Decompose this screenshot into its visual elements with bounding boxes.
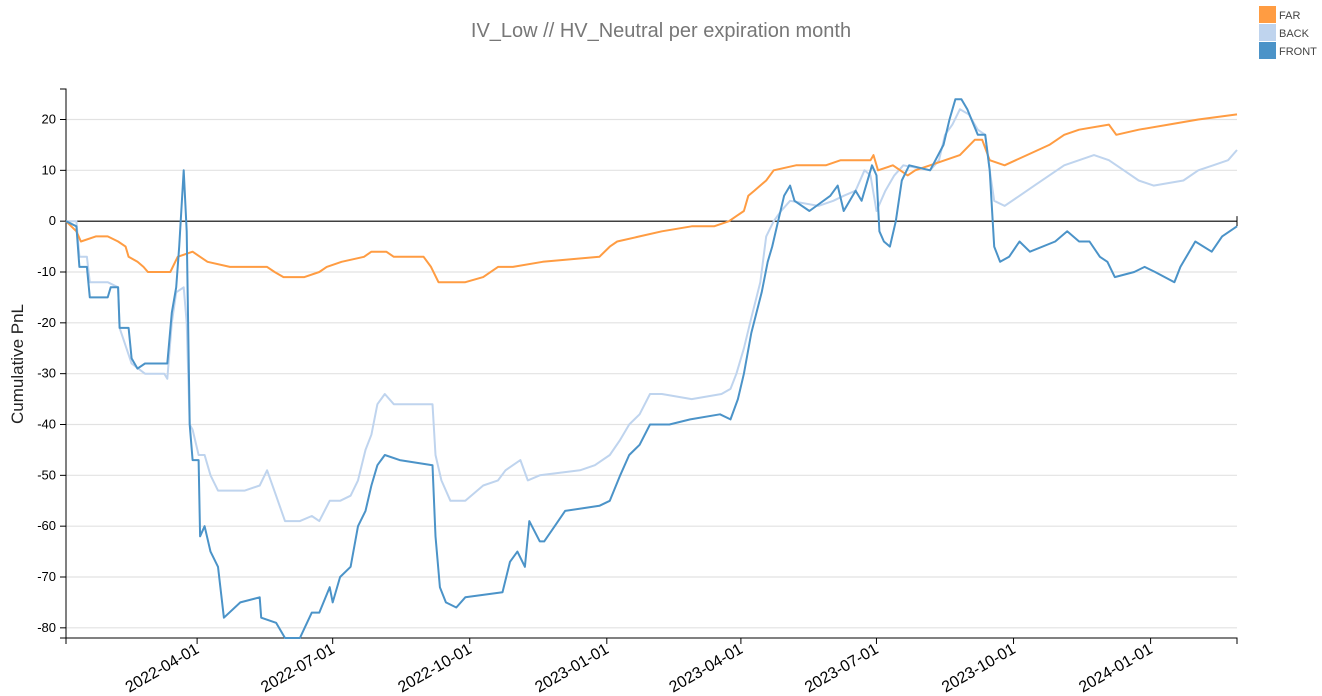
y-tick-label: -30 (37, 366, 56, 381)
y-tick-label: -20 (37, 315, 56, 330)
legend-label-back: BACK (1279, 28, 1310, 40)
y-axis: 20 10 0 -10 -20 -30 -40 -50 -60 -70 -80 (37, 88, 67, 639)
x-tick-label: 2023-10-01 (939, 641, 1018, 696)
y-tick-label: -40 (37, 417, 56, 432)
y-axis-label: Cumulative PnL (8, 304, 27, 424)
x-tick-label: 2023-07-01 (802, 641, 881, 696)
y-tick-label: 20 (42, 112, 56, 127)
legend-swatch-back (1259, 24, 1276, 41)
x-tick-label: 2022-10-01 (395, 641, 474, 696)
legend: FAR BACK FRONT (1259, 6, 1317, 59)
y-tick-label: -60 (37, 518, 56, 533)
series-line-far (65, 113, 1238, 284)
y-tick-label: -10 (37, 264, 56, 279)
series-line-front (65, 98, 1238, 639)
y-tick-label: -50 (37, 467, 56, 482)
x-tick-label: 2023-04-01 (667, 641, 746, 696)
gridlines (66, 118, 1237, 629)
legend-label-front: FRONT (1279, 46, 1317, 58)
x-tick-label: 2024-01-01 (1076, 641, 1155, 696)
x-tick-label: 2022-07-01 (258, 641, 337, 696)
y-axis-line (60, 88, 67, 639)
x-tick-label: 2022-04-01 (123, 641, 202, 696)
x-axis-line (65, 637, 1238, 644)
x-tick-label: 2023-01-01 (532, 641, 611, 696)
legend-swatch-far (1259, 6, 1276, 23)
series-lines (65, 98, 1238, 639)
y-tick-label: 0 (49, 213, 56, 228)
x-axis: 2022-04-01 2022-07-01 2022-10-01 2023-01-01… (65, 216, 1238, 696)
y-tick-label: 10 (42, 162, 56, 177)
legend-label-far: FAR (1279, 10, 1300, 22)
series-line-back (66, 108, 1238, 523)
legend-swatch-front (1259, 42, 1276, 59)
y-tick-label: -80 (37, 620, 56, 635)
y-tick-label: -70 (37, 569, 56, 584)
chart-title: IV_Low // HV_Neutral per expiration mont… (471, 20, 851, 42)
